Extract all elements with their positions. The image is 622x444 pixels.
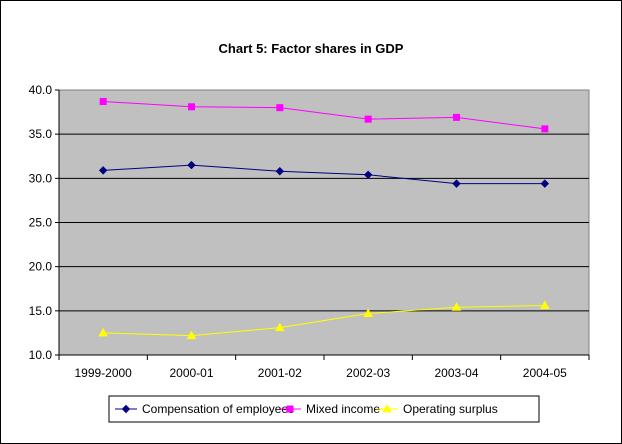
data-point-compensation-of-employees [363,170,373,180]
legend-box [108,395,540,423]
series-line-mixed-income [103,100,545,130]
data-point-compensation-of-employees [540,179,550,188]
x-tick-label: 2001-02 [258,366,302,380]
data-point-operating-surplus [274,322,285,332]
data-point-compensation-of-employees [98,166,108,175]
y-tick-label: 40.0 [29,83,53,97]
legend-label-compensation-of-employees: Compensation of employees [142,402,294,416]
plot-area: 10.0 15.0 20.0 25.0 30.0 35.0 40.0 1999-2000 200… [29,83,590,380]
legend-marker-operating-surplus [382,403,392,413]
x-tick-label: 2000-01 [169,366,213,380]
x-tick-label: 2003-04 [434,366,478,380]
series-line-compensation-of-employees [103,164,545,185]
y-tick-label: 25.0 [29,216,53,230]
data-point-compensation-of-employees [452,179,461,188]
legend-label-operating-surplus: Operating surplus [403,402,498,416]
y-tick-label: 15.0 [29,304,53,318]
legend-label-mixed-income: Mixed income [306,402,380,416]
x-tick-label: 2002-03 [346,366,390,380]
y-tick-label: 10.0 [29,348,53,362]
data-point-mixed-income [276,104,284,112]
x-tick-label: 2004-05 [523,366,567,380]
data-point-mixed-income [364,115,372,123]
legend-marker-compensation-of-employees [121,404,131,414]
data-point-mixed-income [541,125,549,133]
y-tick-label: 30.0 [29,171,53,185]
chart-title: Chart 5: Factor shares in GDP [219,41,404,56]
legend-marker-mixed-income [286,405,294,413]
series-line-operating-surplus [103,305,545,337]
data-point-compensation-of-employees [275,167,285,176]
data-point-operating-surplus [186,330,197,340]
y-tick-label: 20.0 [29,260,53,274]
data-point-mixed-income [99,97,107,105]
data-point-mixed-income [453,113,460,121]
data-point-compensation-of-employees [187,160,196,170]
x-tick-label: 1999-2000 [74,366,132,380]
data-point-operating-surplus [98,327,109,337]
data-point-operating-surplus [539,300,550,310]
data-point-operating-surplus [451,302,462,311]
legend: Compensation of employees Mixed income Ope… [108,395,540,423]
data-point-operating-surplus [363,308,374,317]
data-point-mixed-income [188,103,195,111]
y-tick-label: 35.0 [29,127,53,141]
